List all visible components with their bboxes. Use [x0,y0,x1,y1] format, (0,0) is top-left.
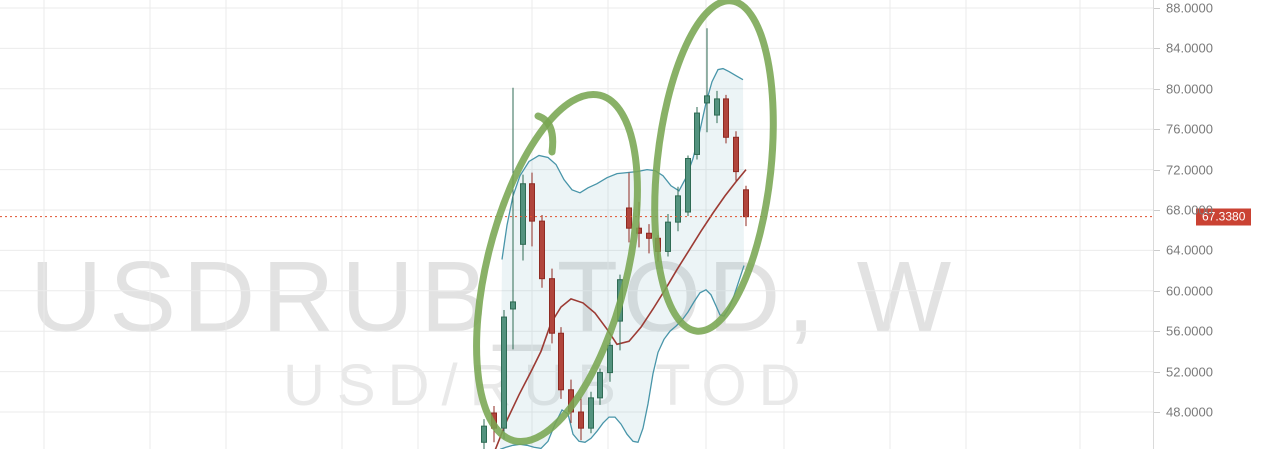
axis-price-label: 68.0000 [1166,202,1213,218]
axis-tick [1154,88,1160,90]
axis-tick [1154,290,1160,292]
candle-body [626,207,632,229]
candle-body [694,112,700,155]
candle-body [529,183,535,222]
candle-body [481,425,487,443]
candle-body [607,344,613,374]
axis-price-label: 60.0000 [1166,283,1213,299]
candle-body [646,232,652,239]
candle-body [510,301,516,310]
candle-body [578,411,584,429]
drawn-annotation-stroke [534,112,557,156]
candle-body [704,95,710,104]
drawn-ellipse-annotation [473,90,641,446]
axis-tick [1154,250,1160,252]
axis-tick [1154,412,1160,413]
moving-average-line [494,169,747,449]
candle-body [501,316,507,429]
last-price-label: 67.3380 [1196,208,1252,226]
candle-body [714,98,720,116]
axis-price-label: 84.0000 [1166,40,1213,56]
bollinger-upper-band [501,67,744,260]
axis-tick [1154,371,1160,373]
axis-price-label: 52.0000 [1166,364,1213,380]
candle-body [665,221,671,252]
axis-tick [1154,8,1160,9]
candle-body [723,98,729,138]
axis-price-label: 88.0000 [1166,0,1213,16]
axis-tick [1154,48,1160,50]
candle-body [597,372,603,399]
axis-price-label: 80.0000 [1166,81,1213,97]
axis-price-label: 76.0000 [1166,121,1213,137]
axis-tick [1154,331,1160,333]
axis-price-label: 64.0000 [1166,242,1213,258]
candle-body [588,397,594,429]
candle-body [675,195,681,223]
price-axis[interactable]: 67.3380 88.0000 84.0000 80.0000 76.0000 72.0… [1153,0,1262,449]
bollinger-lower-band [499,265,745,449]
axis-price-label: 72.0000 [1166,162,1213,178]
drawn-ellipse-annotation [651,0,777,335]
axis-tick [1154,129,1160,131]
axis-tick [1154,169,1160,171]
candle-body [558,332,564,391]
axis-price-label: 56.0000 [1166,323,1213,339]
candle-body [520,183,526,245]
candle-body [685,157,691,213]
candle-body [733,136,739,173]
candle-body [743,189,749,218]
candle-body [549,278,555,334]
candle-body [539,220,545,280]
axis-price-label: 48.0000 [1166,404,1213,420]
axis-tick [1154,210,1160,211]
